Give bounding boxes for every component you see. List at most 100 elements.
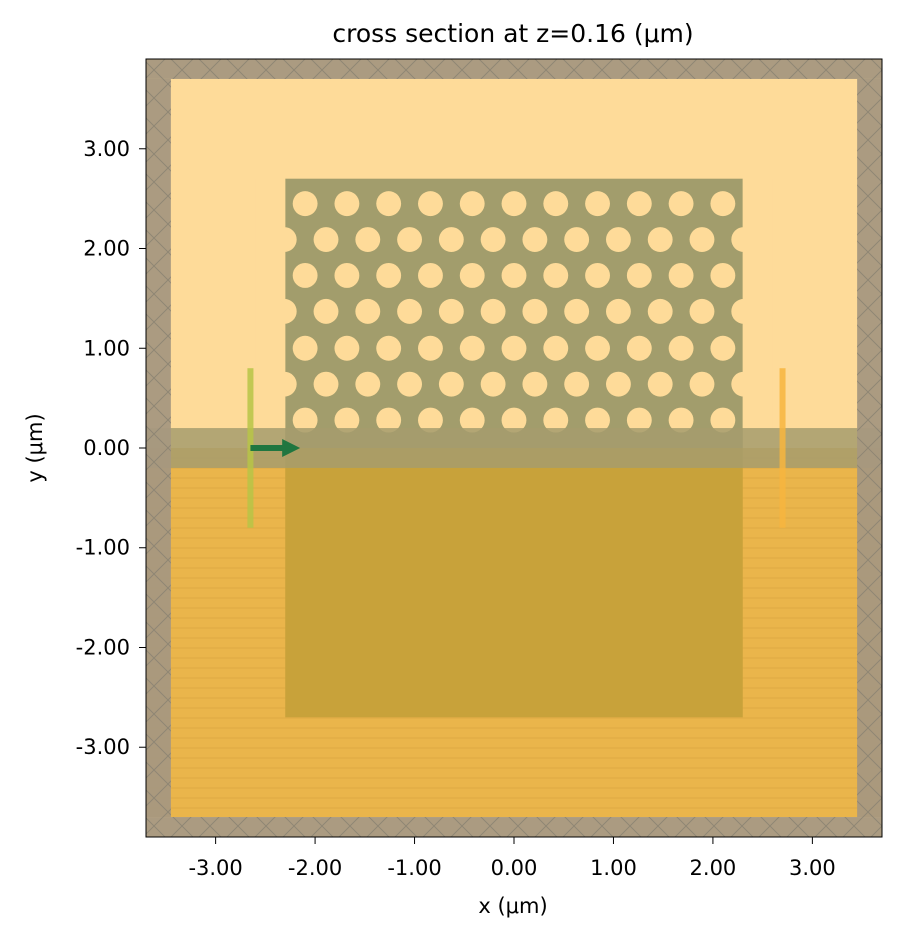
hole [334, 335, 360, 361]
chart-title: cross section at z=0.16 (μm) [332, 19, 693, 48]
pml-border [146, 59, 882, 837]
slab-upper [285, 178, 743, 448]
hole [543, 407, 569, 433]
hole-lattice [271, 191, 757, 433]
hole [438, 371, 464, 397]
y-axis-title: y (μm) [23, 413, 47, 482]
hole [626, 191, 652, 217]
hole [397, 227, 422, 253]
hole [459, 335, 485, 361]
hole [480, 227, 506, 253]
hole [418, 262, 443, 288]
hole [334, 407, 360, 433]
hole [334, 191, 360, 217]
hole [459, 191, 485, 217]
y-tick-label: 0.00 [83, 436, 130, 460]
hole [543, 191, 569, 217]
hole [438, 298, 464, 324]
hole [543, 262, 569, 288]
x-tick-label: -1.00 [387, 856, 441, 880]
hole [626, 407, 652, 433]
y-tick-label: 1.00 [83, 336, 130, 360]
hole [480, 371, 506, 397]
source-direction-arrow [250, 439, 301, 457]
hole [564, 298, 590, 324]
hole [710, 262, 736, 288]
hole [480, 298, 506, 324]
hole [397, 371, 422, 397]
hole [292, 262, 318, 288]
pml-hatch [146, 59, 882, 79]
hole [522, 371, 548, 397]
x-axis: -3.00 -2.00 -1.00 0.00 1.00 2.00 3.00 [188, 837, 836, 880]
x-tick-label: 3.00 [789, 856, 836, 880]
hole [564, 371, 590, 397]
hole [292, 191, 318, 217]
hole [355, 371, 381, 397]
y-tick-label: -3.00 [76, 735, 130, 759]
hole [501, 407, 527, 433]
hole [418, 335, 443, 361]
x-tick-label: 1.00 [590, 856, 637, 880]
monitor-line [779, 368, 786, 528]
y-tick-label: 3.00 [83, 137, 130, 161]
pml-hatch [857, 78, 882, 818]
hole [585, 262, 610, 288]
hole [313, 371, 339, 397]
hole [292, 407, 318, 433]
hole [585, 191, 610, 217]
y-tick-label: -2.00 [76, 635, 130, 659]
hole [334, 262, 360, 288]
pml-hatch [146, 817, 882, 837]
y-tick-label: 2.00 [83, 237, 130, 261]
plot-area [146, 59, 882, 837]
hole [668, 191, 694, 217]
pml-hatch [146, 78, 171, 818]
hole [376, 407, 402, 433]
hole [626, 262, 652, 288]
hole [313, 298, 339, 324]
hole [606, 298, 631, 324]
hole [606, 371, 631, 397]
hole [355, 298, 381, 324]
hole [710, 407, 736, 433]
hole [459, 407, 485, 433]
hole [668, 262, 694, 288]
hole [647, 227, 673, 253]
hole [418, 407, 443, 433]
hole [710, 335, 736, 361]
hole [292, 335, 318, 361]
hole [626, 335, 652, 361]
hole [668, 407, 694, 433]
hole [313, 227, 339, 253]
hole [710, 191, 736, 217]
hole [522, 227, 548, 253]
hole [564, 227, 590, 253]
x-tick-label: 0.00 [491, 856, 538, 880]
hole [438, 227, 464, 253]
slab-right-edge-mask [742, 178, 773, 429]
hole [376, 262, 402, 288]
hole [647, 371, 673, 397]
hole [668, 335, 694, 361]
hole [459, 262, 485, 288]
hole [376, 335, 402, 361]
y-tick-label: -1.00 [76, 536, 130, 560]
hole [397, 298, 422, 324]
y-axis: -3.00 -2.00 -1.00 0.00 1.00 2.00 3.00 [76, 137, 146, 759]
slab-left-edge-mask [255, 178, 286, 429]
slab-lower [285, 448, 743, 718]
hole [418, 191, 443, 217]
hole [647, 298, 673, 324]
x-axis-title: x (μm) [478, 894, 547, 918]
hole [501, 191, 527, 217]
hole [585, 335, 610, 361]
hole [689, 227, 715, 253]
hole [606, 227, 631, 253]
hole [689, 371, 715, 397]
hole [689, 298, 715, 324]
hole [355, 227, 381, 253]
x-tick-label: -2.00 [288, 856, 342, 880]
hole [501, 262, 527, 288]
